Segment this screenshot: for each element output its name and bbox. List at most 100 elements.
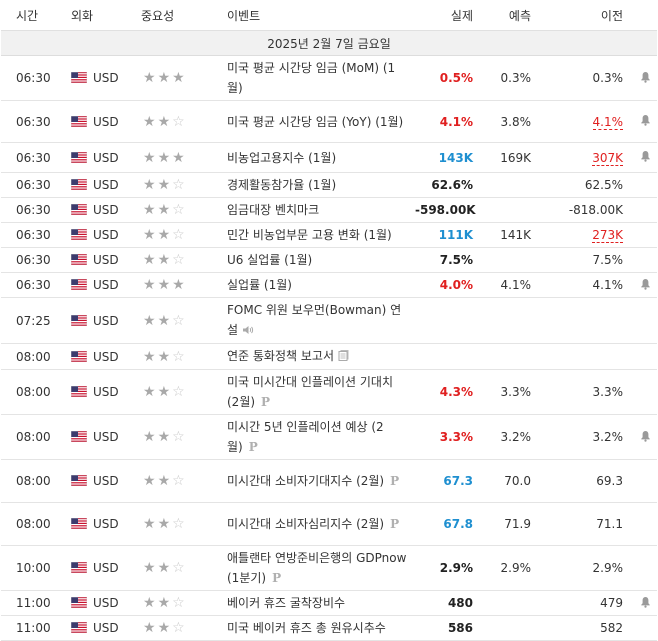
event-name[interactable]: U6 실업률 (1월) [227, 253, 313, 267]
event-name[interactable]: 비농업고용지수 (1월) [227, 150, 337, 165]
table-row[interactable]: 08:00 USD ★ ★ ☆ 연준 통화정책 보고서 [1, 343, 657, 370]
event-name-cell[interactable]: 연준 통화정책 보고서 [219, 343, 415, 370]
bell-icon[interactable] [640, 71, 651, 86]
currency-code: USD [93, 621, 119, 635]
event-name-cell[interactable]: 미시간대 소비자기대지수 (2월) P [219, 459, 415, 503]
importance-stars: ★ ★ ☆ [129, 297, 219, 344]
event-name[interactable]: 경제활동참가율 (1월) [227, 178, 337, 192]
table-row[interactable]: 08:00 USD ★ ★ ☆ 미시간대 소비자기대지수 (2월) P 67.3 70… [1, 459, 657, 503]
alert-cell[interactable] [633, 222, 657, 248]
alert-cell[interactable] [633, 545, 657, 591]
alert-cell[interactable] [633, 272, 657, 298]
header-time[interactable]: 시간 [1, 0, 65, 31]
bell-icon[interactable] [640, 278, 651, 293]
event-name-cell[interactable]: 실업률 (1월) [219, 272, 415, 298]
event-time: 06:30 [1, 55, 65, 101]
event-actual: -598.00K [415, 197, 479, 223]
event-name-cell[interactable]: 애틀랜타 연방준비은행의 GDPnow (1분기) P [219, 545, 415, 591]
star-empty-icon: ☆ [172, 595, 185, 611]
table-row[interactable]: 06:30 USD ★ ★ ☆ 미국 평균 시간당 임금 (YoY) (1월) 4.… [1, 100, 657, 143]
table-row[interactable]: 11:00 USD ★ ★ ☆ 미국 베이커 휴즈 총 원유시추수 586 582 [1, 615, 657, 641]
header-forecast[interactable]: 예측 [479, 0, 549, 31]
bell-icon[interactable] [640, 114, 651, 129]
event-name-cell[interactable]: 미시간 5년 인플레이션 예상 (2월) P [219, 414, 415, 460]
event-name[interactable]: 미국 평균 시간당 임금 (MoM) (1월) [227, 61, 396, 95]
event-name-cell[interactable]: 미국 미시간대 인플레이션 기대치 (2월) P [219, 369, 415, 415]
bell-icon[interactable] [640, 596, 651, 611]
table-row[interactable]: 06:30 USD ★ ★ ★ 비농업고용지수 (1월) 143K 169K 307… [1, 142, 657, 173]
event-name-cell[interactable]: 미국 평균 시간당 임금 (MoM) (1월) [219, 55, 415, 101]
event-name[interactable]: 실업률 (1월) [227, 278, 292, 292]
bell-icon[interactable] [640, 430, 651, 445]
event-name[interactable]: 베이커 휴즈 굴착장비수 [227, 596, 346, 610]
table-row[interactable]: 08:00 USD ★ ★ ☆ 미시간대 소비자심리지수 (2월) P 67.8 71… [1, 502, 657, 546]
header-actual[interactable]: 실제 [415, 0, 479, 31]
alert-cell[interactable] [633, 172, 657, 198]
alert-cell[interactable] [633, 459, 657, 503]
event-forecast: 0.3% [479, 55, 549, 101]
event-name[interactable]: 연준 통화정책 보고서 [227, 349, 334, 363]
alert-cell[interactable] [633, 590, 657, 616]
event-name-cell[interactable]: 베이커 휴즈 굴착장비수 [219, 590, 415, 616]
alert-cell[interactable] [633, 414, 657, 460]
table-row[interactable]: 06:30 USD ★ ★ ☆ U6 실업률 (1월) 7.5% 7.5% [1, 247, 657, 273]
event-name[interactable]: FOMC 위원 보우먼(Bowman) 연설 [227, 303, 402, 337]
table-row[interactable]: 06:30 USD ★ ★ ★ 미국 평균 시간당 임금 (MoM) (1월) 0.… [1, 55, 657, 101]
star-empty-icon: ☆ [172, 348, 185, 365]
alert-cell[interactable] [633, 297, 657, 344]
header-currency[interactable]: 외화 [65, 0, 129, 31]
event-name-cell[interactable]: 미국 베이커 휴즈 총 원유시추수 [219, 615, 415, 641]
header-importance[interactable]: 중요성 [129, 0, 219, 31]
alert-cell[interactable] [633, 197, 657, 223]
event-forecast [479, 615, 549, 641]
table-row[interactable]: 08:00 USD ★ ★ ☆ 미시간 5년 인플레이션 예상 (2월) P 3.3%… [1, 414, 657, 460]
event-name[interactable]: 미시간 5년 인플레이션 예상 (2월) [227, 420, 384, 454]
event-name-cell[interactable]: 민간 비농업부문 고용 변화 (1월) [219, 222, 415, 248]
event-actual [415, 343, 479, 370]
event-name[interactable]: 임금대장 벤치마크 [227, 203, 320, 217]
event-name[interactable]: 미국 베이커 휴즈 총 원유시추수 [227, 621, 386, 635]
alert-cell[interactable] [633, 502, 657, 546]
table-row[interactable]: 06:30 USD ★ ★ ☆ 경제활동참가율 (1월) 62.6% 62.5% [1, 172, 657, 198]
event-name-cell[interactable]: 경제활동참가율 (1월) [219, 172, 415, 198]
table-row[interactable]: 06:30 USD ★ ★ ★ 실업률 (1월) 4.0% 4.1% 4.1% [1, 272, 657, 298]
table-row[interactable]: 10:00 USD ★ ★ ☆ 애틀랜타 연방준비은행의 GDPnow (1분기) P… [1, 545, 657, 591]
alert-cell[interactable] [633, 142, 657, 173]
header-event[interactable]: 이벤트 [219, 0, 415, 31]
event-name[interactable]: 미시간대 소비자기대지수 (2월) [227, 474, 385, 488]
event-name-cell[interactable]: FOMC 위원 보우먼(Bowman) 연설 [219, 297, 415, 344]
event-name[interactable]: 애틀랜타 연방준비은행의 GDPnow (1분기) [227, 551, 407, 585]
event-name-cell[interactable]: 미시간대 소비자심리지수 (2월) P [219, 502, 415, 546]
alert-cell[interactable] [633, 100, 657, 143]
table-row[interactable]: 06:30 USD ★ ★ ☆ 민간 비농업부문 고용 변화 (1월) 111K 1… [1, 222, 657, 248]
event-time: 06:30 [1, 247, 65, 273]
alert-cell[interactable] [633, 615, 657, 641]
event-name-cell[interactable]: 비농업고용지수 (1월) [219, 142, 415, 173]
us-flag-icon [70, 253, 88, 266]
event-time: 06:30 [1, 100, 65, 143]
event-previous [549, 297, 633, 344]
us-flag-icon [70, 474, 88, 487]
importance-stars: ★ ★ ☆ [129, 222, 219, 248]
event-name[interactable]: 민간 비농업부문 고용 변화 (1월) [227, 228, 392, 242]
alert-cell[interactable] [633, 247, 657, 273]
event-name-cell[interactable]: 임금대장 벤치마크 [219, 197, 415, 223]
table-row[interactable]: 07:25 USD ★ ★ ☆ FOMC 위원 보우먼(Bowman) 연설 [1, 297, 657, 344]
bell-icon[interactable] [640, 150, 651, 165]
table-row[interactable]: 06:30 USD ★ ★ ☆ 임금대장 벤치마크 -598.00K -818.00… [1, 197, 657, 223]
event-name[interactable]: 미시간대 소비자심리지수 (2월) [227, 517, 385, 531]
alert-cell[interactable] [633, 369, 657, 415]
previous-value: 62.5% [584, 178, 623, 192]
table-row[interactable]: 11:00 USD ★ ★ ☆ 베이커 휴즈 굴착장비수 480 479 [1, 590, 657, 616]
star-empty-icon: ☆ [172, 252, 185, 268]
star-filled-icon: ★ [157, 312, 171, 329]
event-name[interactable]: 미국 미시간대 인플레이션 기대치 (2월) [227, 375, 394, 409]
header-previous[interactable]: 이전 [549, 0, 633, 31]
event-name-cell[interactable]: 미국 평균 시간당 임금 (YoY) (1월) [219, 100, 415, 143]
event-name[interactable]: 미국 평균 시간당 임금 (YoY) (1월) [227, 114, 404, 129]
table-row[interactable]: 08:00 USD ★ ★ ☆ 미국 미시간대 인플레이션 기대치 (2월) P 4.… [1, 369, 657, 415]
alert-cell[interactable] [633, 343, 657, 370]
alert-cell[interactable] [633, 55, 657, 101]
event-name-cell[interactable]: U6 실업률 (1월) [219, 247, 415, 273]
us-flag-icon [70, 71, 88, 84]
